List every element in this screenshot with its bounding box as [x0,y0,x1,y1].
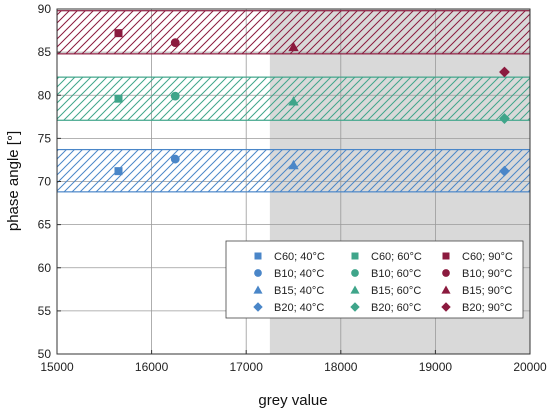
x-tick-label: 18000 [324,360,358,374]
y-tick-label: 50 [38,347,52,361]
legend-entry-label: B10; 60°C [371,268,421,280]
legend-box [225,240,524,319]
y-tick-label: 55 [38,304,52,318]
legend-entry-label: B15; 90°C [462,285,512,297]
data-point [499,113,510,124]
legend-marker [253,285,263,294]
x-tick-label: 15000 [40,360,74,374]
legend-marker [441,302,451,312]
legend-entry-label: C60; 60°C [371,251,422,263]
data-point [499,165,510,177]
legend-marker [253,302,263,312]
y-tick-label: 70 [38,175,52,189]
x-tick-label: 17000 [230,360,264,374]
legend-entry-label: B15; 40°C [274,285,324,297]
y-tick-label: 60 [38,261,52,275]
legend-marker [254,269,262,277]
data-point [170,91,180,101]
legend-entry-label: C60; 90°C [462,251,513,263]
legend-marker [442,252,450,260]
data-point [114,167,123,176]
data-point [114,94,123,103]
x-tick-label: 16000 [135,360,169,374]
data-point [288,159,299,170]
legend-marker [351,269,359,277]
y-tick-label: 85 [38,45,52,59]
legend-marker [254,252,262,260]
data-point [114,29,123,38]
legend-marker [351,252,359,260]
legend-entry-label: B20; 40°C [274,302,324,314]
y-tick-label: 90 [38,2,52,16]
legend-entry-label: C60; 40°C [274,251,325,263]
legend-marker [350,302,360,312]
data-point [499,66,510,78]
y-axis-label: phase angle [°] [5,131,22,231]
data-point [288,96,299,106]
legend-entry-label: B10; 90°C [462,268,512,280]
data-point [288,41,299,52]
data-point [170,154,180,164]
band-40c [57,148,530,193]
legend-entry-label: B20; 90°C [462,302,512,314]
x-axis-label: grey value [258,392,327,409]
legend-entry-label: B15; 60°C [371,285,421,297]
x-tick-label: 19000 [419,360,453,374]
x-tick-label: 20000 [513,360,547,374]
data-point [170,38,180,48]
y-tick-label: 75 [38,131,52,145]
y-tick-label: 80 [38,88,52,102]
legend-entry-label: B10; 40°C [274,268,324,280]
legend-marker [441,285,451,294]
legend-marker [350,285,360,294]
legend-entry-label: B20; 60°C [371,302,421,314]
legend-marker [442,269,450,277]
y-tick-label: 65 [38,218,52,232]
